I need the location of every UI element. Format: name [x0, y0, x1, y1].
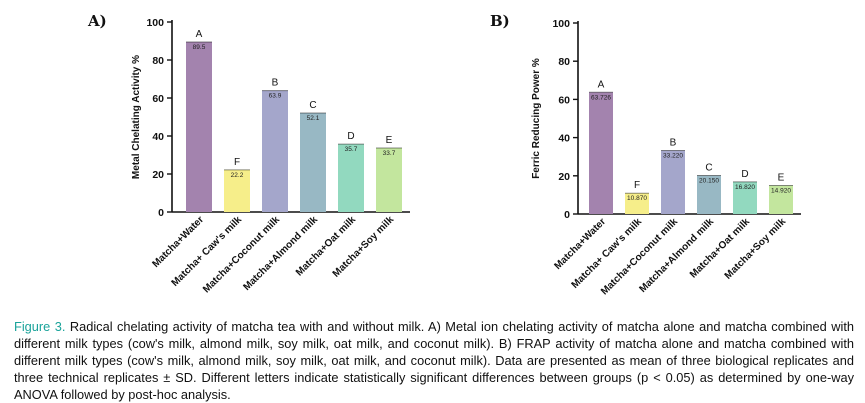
significance-letter: E	[778, 173, 785, 184]
y-tick-label: 60	[558, 94, 570, 106]
y-tick-label: 100	[146, 17, 164, 29]
data-label: 33.7	[383, 150, 396, 157]
data-label: 35.7	[345, 146, 358, 153]
caption-text: Radical chelating activity of matcha tea…	[14, 319, 854, 402]
data-label: 89.5	[193, 44, 206, 51]
panel-label: A)	[87, 12, 107, 30]
significance-letter: B	[670, 138, 677, 149]
bar	[376, 147, 402, 212]
bar	[300, 113, 326, 212]
bar	[589, 92, 613, 214]
x-tick-label: Matcha+ Caw's milk	[170, 214, 245, 289]
significance-letter: A	[196, 29, 203, 40]
significance-letter: E	[386, 135, 393, 146]
data-label: 63.9	[269, 93, 282, 100]
panel-label: B)	[490, 12, 510, 30]
data-label: 20.150	[699, 178, 719, 185]
y-tick-label: 40	[152, 131, 164, 143]
bar	[733, 181, 757, 214]
x-tick-label: Matcha+Almond milk	[241, 214, 320, 293]
data-label: 10.870	[627, 195, 647, 202]
x-tick-label: Matcha+Soy milk	[723, 216, 789, 282]
data-label: 14.920	[771, 188, 791, 195]
significance-letter: A	[598, 79, 605, 90]
data-label: 16.820	[735, 184, 755, 191]
significance-letter: F	[234, 157, 240, 168]
y-tick-label: 60	[152, 93, 164, 105]
significance-letter: F	[634, 180, 640, 191]
significance-letter: D	[347, 131, 354, 142]
significance-letter: D	[741, 169, 748, 180]
bar	[262, 90, 288, 212]
y-tick-label: 20	[558, 171, 570, 183]
bar	[224, 169, 250, 212]
y-tick-label: 20	[152, 169, 164, 181]
y-tick-label: 80	[152, 55, 164, 67]
x-tick-label: Matcha+ Caw's milk	[570, 216, 645, 291]
y-tick-label: 80	[558, 56, 570, 68]
data-label: 22.2	[231, 172, 244, 179]
significance-letter: B	[272, 78, 279, 89]
y-axis-label: Metal Chelating Activity %	[131, 55, 142, 179]
bar	[338, 144, 364, 212]
bar	[186, 41, 212, 213]
x-tick-label: Matcha+Coconut milk	[201, 214, 282, 295]
bar	[769, 185, 793, 214]
y-tick-label: 0	[158, 207, 164, 219]
bar	[697, 175, 721, 214]
figure-caption: Figure 3. Radical chelating activity of …	[14, 318, 854, 403]
chart-b: B) 0 20 40 60 80 100 Ferric Reducing Power % 63.…	[490, 12, 801, 297]
data-label: 33.220	[663, 153, 683, 160]
significance-letter: C	[705, 163, 712, 174]
y-tick-label: 40	[558, 133, 570, 145]
data-label: 63.726	[591, 94, 611, 101]
significance-letter: C	[309, 100, 316, 111]
bar	[625, 193, 649, 214]
y-tick-label: 0	[564, 209, 570, 221]
data-label: 52.1	[307, 115, 320, 122]
y-axis-label: Ferric Reducing Power %	[531, 58, 542, 179]
y-tick-label: 100	[552, 18, 570, 30]
bar	[661, 150, 685, 214]
figure-label: Figure 3.	[14, 319, 66, 334]
chart-a: A) 0 20 40 60 80 100 Metal Chelating Activity %…	[87, 12, 410, 295]
